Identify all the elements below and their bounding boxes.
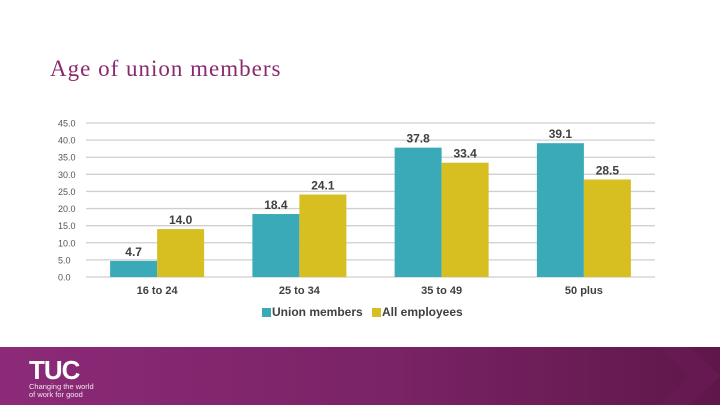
slide-title: Age of union members [50,56,282,81]
bar [252,214,300,277]
bar [583,179,631,277]
chevron-right-icon [660,347,720,405]
y-tick-label: 10.0 [58,238,76,248]
bar-chart: 0.0 5.0 10.0 15.0 20.0 25.0 30.0 35.0 40.0 45.0 4.… [58,119,655,319]
data-label: 28.5 [596,163,620,177]
data-label: 18.4 [264,198,288,212]
data-label: 24.1 [311,179,335,193]
y-tick-label: 5.0 [58,255,71,265]
footer-bar: TUC Changing the world of work for good [0,347,720,405]
data-label: 4.7 [125,245,142,259]
bar [157,229,205,277]
y-tick-label: 45.0 [58,119,76,129]
data-label: 39.1 [549,127,573,141]
data-label: 14.0 [169,213,193,227]
y-tick-label: 30.0 [58,170,76,180]
logo-tagline: Changing the world of work for good [29,382,94,399]
legend-swatch [262,308,271,317]
x-tick-label: 50 plus [565,285,603,297]
x-tick-label: 25 to 34 [279,285,321,297]
bar [441,162,489,277]
x-tick-label: 16 to 24 [137,285,179,297]
y-tick-label: 20.0 [58,204,76,214]
bar [299,194,347,277]
y-tick-label: 0.0 [58,273,71,283]
bar [536,143,584,277]
legend-swatch [372,308,381,317]
tuc-logo: TUC [29,355,80,385]
bar [394,147,442,277]
y-tick-label: 15.0 [58,221,76,231]
legend-label: All employees [382,305,463,319]
data-label: 37.8 [406,132,430,146]
x-tick-label: 35 to 49 [421,285,462,297]
y-tick-label: 40.0 [58,136,76,146]
legend-label: Union members [272,305,363,319]
bar [110,260,158,277]
y-tick-label: 35.0 [58,153,76,163]
y-tick-label: 25.0 [58,187,76,197]
data-label: 33.4 [453,147,477,161]
